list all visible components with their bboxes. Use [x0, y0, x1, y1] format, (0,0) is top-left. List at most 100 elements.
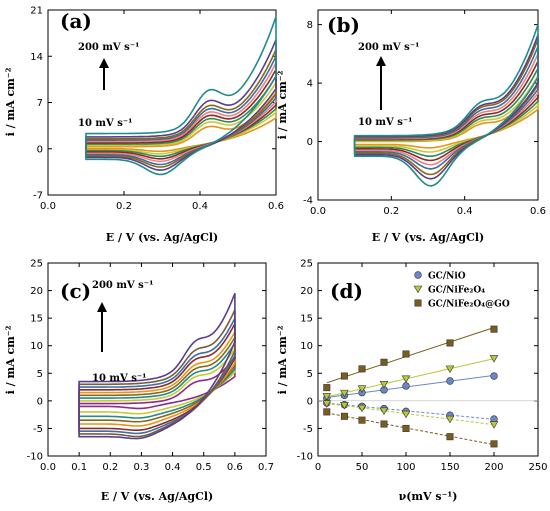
panel-b-cv-curve-200mV	[353, 24, 539, 187]
panel-b-annotation-bottom: 10 mV s⁻¹	[358, 117, 413, 128]
panel-d-fit-line-1-cathodic	[326, 403, 495, 426]
panel-d-legend: GC/NiO GC/NiFe₂O₄ GC/NiFe₂O₄@GO	[413, 271, 510, 310]
panel-a-arrow-head	[99, 58, 109, 68]
panel-d-point-2-anodic	[490, 325, 498, 333]
panel-c-cv-curve-10mV	[78, 354, 236, 410]
panel-c-ticks: 0.0 0.1 0.2 0.3 0.4 0.5 0.6 0.7 -10 -5 0 5 10 15 20 25	[27, 259, 274, 474]
panel-d-ytick-label: 5	[307, 369, 313, 380]
panel-b-ytick-label: 0	[307, 137, 313, 148]
panel-b-xtick-label: 0.6	[530, 206, 546, 217]
panel-d-point-2-cathodic	[380, 420, 388, 428]
panel-d-xtick-label: 0	[315, 462, 321, 473]
panel-d-xtick-label: 100	[396, 462, 415, 473]
panel-d-ytick-label: 10	[300, 341, 313, 352]
panel-d-label: (d)	[330, 279, 363, 303]
panel-d-point-1-anodic	[357, 385, 367, 393]
panel-d-xtick-label: 200	[484, 462, 503, 473]
panel-d-point-1-cathodic	[379, 407, 389, 415]
panel-d-point-2-cathodic	[323, 408, 331, 416]
panel-a-ytick-label: -7	[33, 191, 43, 202]
panel-d-point-1-anodic	[340, 389, 349, 398]
panel-c-cv-curve-100mV	[78, 323, 236, 431]
panel-b-label: (b)	[327, 13, 360, 37]
panel-d-point-0-anodic	[490, 372, 498, 380]
panel-c-xtick-label: 0.2	[102, 462, 118, 473]
panel-a-cv-curve-100mV	[85, 55, 277, 166]
panel-d-point-0-anodic	[446, 377, 454, 385]
panel-d-point-1-cathodic	[357, 404, 367, 413]
panel-c-xtick-label: 0.1	[71, 462, 87, 473]
panel-d-legend-label-1: GC/NiFe₂O₄	[428, 286, 485, 296]
panel-d-ytick-label: 0	[307, 396, 313, 407]
panel-b-annotation-top: 200 mV s⁻¹	[358, 42, 419, 53]
panel-c-cv-curve-150mV	[78, 309, 236, 438]
panel-d-ytick-label: 15	[300, 314, 313, 325]
panel-b-ytick-label: 4	[307, 79, 313, 90]
panel-d-point-1-anodic	[379, 381, 389, 389]
panel-d-point-1-anodic	[445, 365, 455, 374]
panel-c-ytick-label: 10	[30, 341, 43, 352]
panel-d-point-2-anodic	[402, 350, 410, 358]
panel-a-cv-curve-150mV	[85, 39, 277, 171]
panel-b-curves	[353, 24, 539, 187]
panel-a-cv-curve-200mV	[85, 16, 277, 176]
panel-d-point-1-anodic	[489, 355, 499, 363]
panel-d-point-2-anodic	[446, 339, 454, 347]
panel-d-legend-marker-1	[413, 285, 423, 294]
panel-c: 0.0 0.1 0.2 0.3 0.4 0.5 0.6 0.7-10-50510152025 …	[4, 259, 274, 504]
panel-a-xtick-label: 0.6	[268, 201, 284, 212]
panel-d-fit-line-2-cathodic	[326, 412, 495, 446]
panel-a-ytick-label: 14	[30, 52, 43, 63]
panel-c-cv-curve-125mV	[78, 317, 236, 435]
panel-d-fit-line-1-anodic	[326, 358, 495, 398]
panel-a-cv-curve-20mV	[85, 80, 277, 155]
panel-b-y-axis-label: i / mA cm⁻²	[276, 70, 289, 139]
panel-d-legend-marker-2	[414, 299, 422, 307]
panel-c-annotation-top: 200 mV s⁻¹	[92, 280, 153, 291]
panel-a-curves	[85, 16, 277, 176]
panel-c-xtick-label: 0.3	[133, 462, 149, 473]
panel-c-cv-curve-30mV	[78, 340, 236, 419]
panel-c-xtick-label: 0.6	[227, 462, 243, 473]
panel-a-xtick-label: 0.0	[40, 201, 56, 212]
panel-d-point-1-cathodic	[489, 421, 499, 429]
panel-d-xtick-label: 150	[440, 462, 459, 473]
panel-b-scan-arrow	[376, 56, 386, 110]
panel-b-x-axis-label: E / V (vs. Ag/AgCl)	[372, 231, 484, 244]
panel-d: 0 50 100 150 200 250 -10 -5 0 5 10 15 20 25 (d) GC/Ni…	[276, 259, 548, 504]
panel-d-xtick-label: 50	[356, 462, 369, 473]
panel-d-fit-line-0-cathodic	[326, 402, 495, 420]
panel-d-legend-label-0: GC/NiO	[428, 272, 466, 282]
panel-c-y-axis-label: i / mA cm⁻²	[4, 325, 17, 394]
panel-c-xtick-label: 0.5	[196, 462, 212, 473]
panel-d-point-2-cathodic	[446, 433, 454, 441]
panel-a-xtick-label: 0.4	[192, 201, 208, 212]
panel-d-x-axis-label: ν(mV s⁻¹)	[399, 490, 458, 503]
panel-d-ytick-label: 20	[300, 286, 313, 297]
panel-d-point-2-cathodic	[340, 412, 348, 420]
panel-d-xtick-label: 250	[528, 462, 547, 473]
panel-b-ticks: 0.0 0.2 0.4 0.6 -4 0 4 8	[303, 10, 546, 217]
panel-d-point-1-cathodic	[401, 410, 411, 419]
panel-d-y-axis-label: i / mA cm⁻²	[276, 325, 289, 394]
panel-d-ytick-label: 25	[300, 259, 313, 270]
panel-c-x-axis-label: E / V (vs. Ag/AgCl)	[101, 490, 213, 503]
panel-d-point-2-anodic	[380, 358, 388, 366]
panel-a-cv-curve-50mV	[85, 66, 277, 160]
panel-d-point-2-anodic	[340, 372, 348, 380]
panel-c-ytick-label: 0	[37, 396, 43, 407]
panel-d-plot-frame	[317, 262, 539, 457]
panel-c-cv-curve-50mV	[78, 334, 236, 423]
panel-a-scan-arrow	[99, 58, 109, 90]
panel-c-scan-arrow	[97, 302, 107, 352]
panel-d-ytick-label: -10	[297, 452, 313, 463]
panel-d-legend-marker-0	[414, 271, 422, 279]
panel-c-xtick-label: 0.0	[40, 462, 56, 473]
panel-d-fit-line-0-anodic	[326, 374, 495, 398]
panel-c-ytick-label: -5	[33, 424, 43, 435]
panel-b-ytick-label: 8	[307, 20, 313, 31]
panel-b: 0.0 0.2 0.4 0.6 -4 0 4 8 (b) 200 mV s⁻¹ 10 mV s…	[276, 9, 546, 244]
panel-a-ytick-label: 0	[37, 144, 43, 155]
panel-b-ytick-label: -4	[303, 196, 313, 207]
